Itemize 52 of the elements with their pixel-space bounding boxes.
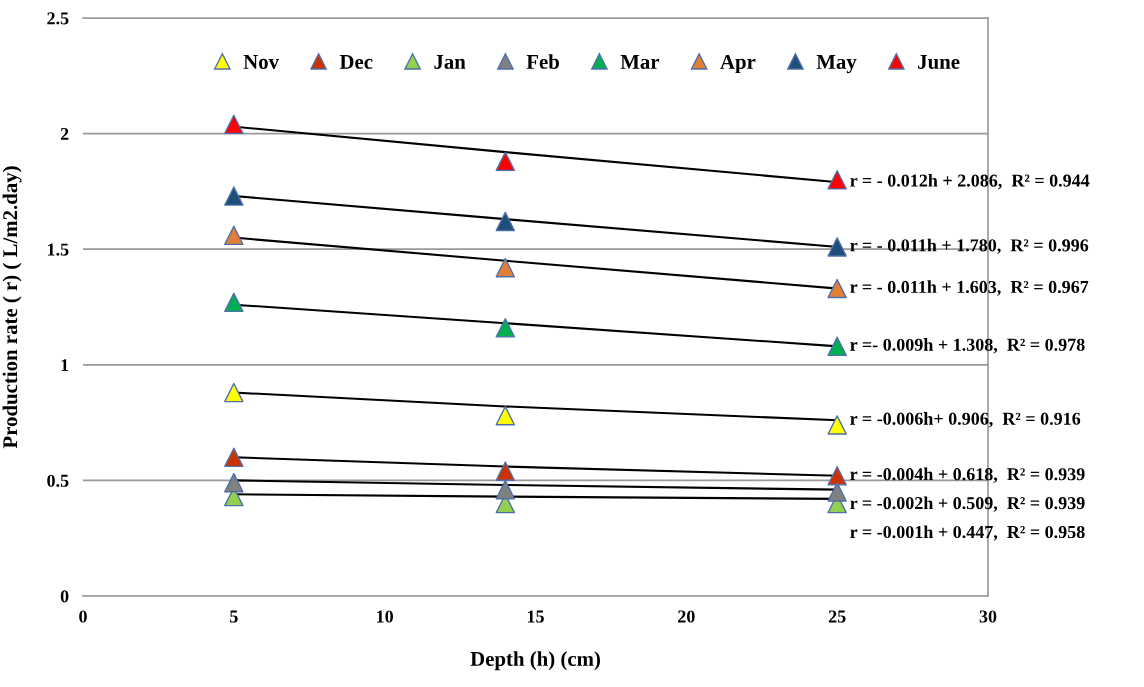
legend-label: Jan <box>434 55 466 69</box>
point <box>827 336 847 357</box>
legend-label: Mar <box>620 55 660 69</box>
point <box>827 170 847 190</box>
point <box>827 466 847 486</box>
legend-label: Apr <box>720 54 756 74</box>
legend-label: May <box>816 55 857 74</box>
point <box>495 257 516 278</box>
x-tick-label: 15 <box>527 610 544 623</box>
annotation: r = - 0.011h + 1.780, R² = 0.996 <box>850 238 1089 255</box>
point <box>827 237 847 257</box>
annotation: r = -0.002h + 0.509, R² = 0.939 <box>850 496 1085 512</box>
y-tick-label: 1 <box>61 359 69 372</box>
point <box>495 461 516 481</box>
point <box>224 114 244 135</box>
point <box>224 472 244 493</box>
annotation: r = -0.001h + 0.447, R² = 0.958 <box>850 525 1085 541</box>
point <box>495 211 516 232</box>
annotation: r = -0.006h+ 0.906, R² = 0.916 <box>850 412 1081 428</box>
point <box>224 382 244 403</box>
point <box>224 225 244 246</box>
point <box>495 405 516 426</box>
annotation: r = - 0.012h + 2.086, R² = 0.944 <box>850 173 1090 190</box>
legend-label: Feb <box>526 54 559 69</box>
x-tick-label: 30 <box>979 610 997 623</box>
legend-label: Nov <box>243 55 280 69</box>
x-tick-label: 25 <box>828 610 846 623</box>
point <box>495 151 516 172</box>
point <box>224 292 244 313</box>
point <box>827 482 847 502</box>
x-tick-label: 10 <box>377 610 394 623</box>
annotation: r =- 0.009h + 1.308, R² = 0.978 <box>850 338 1085 354</box>
x-tick-label: 20 <box>678 610 695 623</box>
point <box>495 318 516 338</box>
annotation: r = -0.004h + 0.618, R² = 0.939 <box>850 467 1085 483</box>
y-tick-label: 0 <box>60 590 69 603</box>
y-tick-label: 2 <box>60 127 69 140</box>
point <box>224 186 244 206</box>
point <box>827 278 847 299</box>
y-axis-title: Production rate ( r) ( L/m2.day) <box>2 166 22 449</box>
y-tick-label: 1.5 <box>47 243 69 256</box>
y-tick-label: 0.5 <box>47 474 69 487</box>
x-axis-title: Depth (h) (cm) <box>470 651 600 671</box>
x-tick-label: 5 <box>230 610 238 623</box>
legend-label: June <box>918 55 960 69</box>
point <box>224 447 244 468</box>
legend-label: Dec <box>339 55 373 69</box>
x-tick-label: 0 <box>79 610 87 623</box>
annotation: r = - 0.011h + 1.603, R² = 0.967 <box>850 280 1089 296</box>
point <box>827 415 847 435</box>
y-tick-label: 2.5 <box>47 12 69 25</box>
point <box>495 479 516 500</box>
